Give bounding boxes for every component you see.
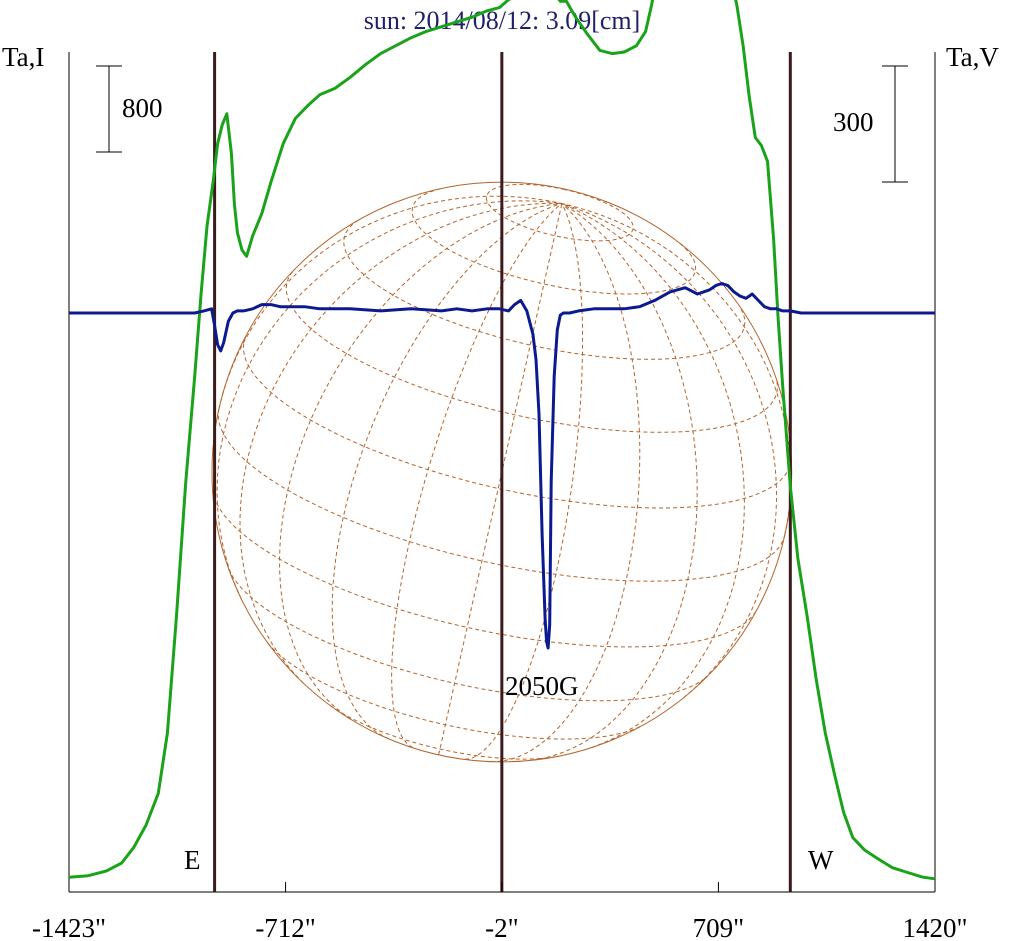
longitude-line (438, 203, 563, 755)
longitude-line (218, 195, 562, 409)
chart-title: sun: 2014/08/12: 3.09[cm] (364, 6, 641, 35)
longitude-line (216, 200, 562, 600)
limb-lines (213, 52, 792, 892)
x-axis-ticks: -1423" -712" -2" 709" 1420" (32, 882, 968, 941)
field-strength-annotation: 2050G (505, 671, 579, 701)
x-tick-label: -1423" (32, 913, 106, 941)
scale-bar-left-label: 800 (122, 93, 163, 123)
longitude-line (561, 203, 745, 749)
latitude-line (486, 183, 634, 242)
x-tick-label: 1420" (902, 913, 967, 941)
east-limb-label: E (184, 845, 201, 875)
latitude-line (329, 704, 559, 760)
west-limb-label: W (808, 845, 834, 875)
left-axis-label: Ta,I (2, 42, 44, 72)
longitude-line (391, 203, 563, 749)
latitude-line (242, 336, 792, 509)
longitude-line (532, 203, 698, 761)
longitude-line (278, 203, 562, 720)
series-lines (68, 0, 936, 881)
right-axis-label: Ta,V (946, 42, 999, 72)
polarization-series-line (69, 282, 935, 650)
x-tick-label: -2" (485, 913, 519, 941)
longitude-line (331, 203, 563, 740)
latitude-line (411, 188, 697, 295)
intensity-series-line (68, 0, 936, 881)
scale-bar-right (882, 65, 908, 183)
scale-bar-left (96, 65, 122, 153)
latitude-line (212, 489, 757, 648)
longitude-line (465, 203, 584, 760)
latitude-line (285, 271, 778, 433)
longitude-line (561, 203, 778, 699)
scale-bar-right-label: 300 (833, 107, 874, 137)
longitude-line (239, 202, 562, 684)
x-tick-label: 709" (693, 913, 745, 941)
latitude-line (343, 219, 746, 360)
latitude-line (267, 642, 642, 740)
longitude-line (561, 203, 792, 536)
x-tick-label: -712" (255, 913, 316, 941)
longitude-line (490, 203, 641, 763)
